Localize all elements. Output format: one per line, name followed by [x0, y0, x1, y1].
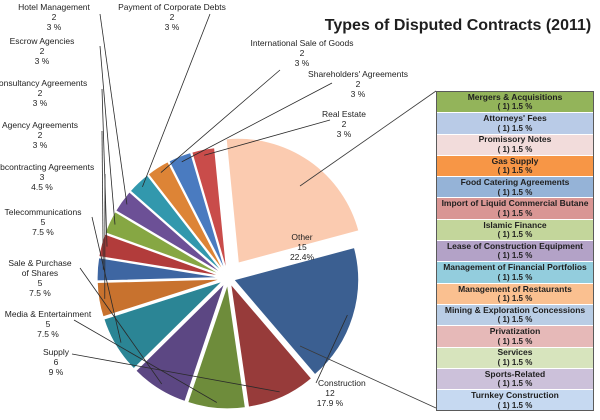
pie-slice-telecommunications	[103, 280, 224, 370]
pie-slice-hotel-management	[114, 190, 224, 275]
leader-line	[91, 216, 122, 343]
pie-slice-agency-agreements	[96, 256, 223, 282]
pie-slice-supply	[229, 281, 313, 408]
other-breakdown-name: Lease of Construction Equipment	[446, 241, 583, 251]
other-breakdown-item: Services( 1) 1.5 %	[437, 347, 593, 369]
slice-label: International Sale of Goods 2 3 %	[250, 38, 353, 68]
other-breakdown-value: ( 1) 1.5 %	[497, 357, 533, 367]
pie-slice-other	[225, 137, 360, 264]
other-breakdown-item: Lease of Construction Equipment( 1) 1.5 …	[437, 241, 593, 263]
slice-label: Escrow Agencies 2 3 %	[10, 36, 75, 66]
other-breakdown-name: Promissory Notes	[478, 134, 552, 145]
slice-label: Media & Entertainment 5 7.5 %	[5, 309, 92, 339]
leader-line	[99, 45, 116, 225]
other-breakdown-value: ( 1) 1.5 %	[497, 123, 533, 133]
other-breakdown-item: Islamic Finance( 1) 1.5 %	[437, 219, 593, 242]
other-breakdown-name: Services	[497, 347, 533, 358]
other-breakdown-item: Privatization( 1) 1.5 %	[437, 326, 593, 348]
breakout-connector-line	[299, 345, 437, 409]
other-breakdown-item: Promissory Notes( 1) 1.5 %	[437, 134, 593, 156]
other-breakdown-value: ( 1) 1.5 %	[497, 379, 533, 389]
other-breakdown-name: Management of Financial Portfolios	[443, 262, 587, 273]
pie-slice-real-estate	[190, 147, 228, 273]
other-breakdown-value: ( 1) 1.5 %	[497, 166, 533, 176]
leader-line	[204, 119, 331, 156]
slice-label: Subcontracting Agreements 3 4.5 %	[0, 162, 94, 192]
other-breakdown-name: Management of Restaurants	[458, 283, 572, 294]
slice-label: Construction 12 17.9 %	[317, 378, 366, 408]
other-breakdown-item: Management of Restaurants( 1) 1.5 %	[437, 283, 593, 305]
other-breakdown-item: Gas Supply( 1) 1.5 %	[437, 155, 593, 178]
other-breakdown-item: Management of Financial Portfolios( 1) 1…	[437, 262, 593, 284]
slice-label: Shareholders' Agreements 2 3 %	[308, 69, 408, 99]
slice-label: Real Estate 2 3 %	[322, 109, 366, 139]
slice-label: Telecommunications 5 7.5 %	[4, 207, 81, 237]
other-breakdown-item: Turnkey Construction( 1) 1.5 %	[437, 390, 593, 411]
other-breakdown-value: ( 1) 1.5 %	[497, 400, 533, 410]
leader-line	[99, 13, 128, 205]
other-breakdown-value: ( 1) 1.5 %	[497, 336, 533, 346]
other-breakdown-value: ( 1) 1.5 %	[497, 230, 533, 240]
pie-slice-subcontracting-agreements	[96, 278, 223, 318]
leader-line	[101, 130, 104, 270]
chart-title: Types of Disputed Contracts (2011)	[325, 17, 591, 34]
other-breakdown-value: ( 1) 1.5 %	[497, 144, 533, 154]
other-breakdown-value: ( 1) 1.5 %	[497, 102, 533, 112]
other-breakdown-name: Gas Supply	[491, 155, 539, 166]
leader-line	[79, 267, 163, 385]
slice-label: Sale & Purchase of Shares 5 7.5 %	[8, 258, 72, 298]
pie-slice-sale-purchase-of-shares	[134, 282, 226, 403]
other-breakdown-value: ( 1) 1.5 %	[497, 208, 533, 218]
other-breakdown-name: Sports-Related	[484, 368, 546, 379]
other-breakdown-item: Mining & Exploration Concessions( 1) 1.5…	[437, 304, 593, 327]
other-breakdown-name: Attorneys' Fees	[483, 113, 547, 124]
leader-line	[71, 353, 280, 393]
breakout-connector-line	[299, 90, 437, 187]
other-breakdown-item: Food Catering Agreements( 1) 1.5 %	[437, 177, 593, 199]
pie-slice-international-sale-of-goods	[147, 160, 226, 274]
other-breakdown-name: Import of Liquid Commercial Butane	[441, 198, 589, 209]
other-breakdown-item: Mergers & Acquisitions( 1) 1.5 %	[437, 92, 593, 114]
other-breakdown-item: Sports-Related( 1) 1.5 %	[437, 368, 593, 391]
leader-line	[101, 88, 108, 247]
leader-line	[181, 82, 333, 163]
other-breakdown-value: ( 1) 1.5 %	[497, 187, 533, 197]
other-breakdown-legend: Mergers & Acquisitions( 1) 1.5 % Attorney…	[436, 91, 594, 412]
other-breakdown-name: Mining & Exploration Concessions	[444, 304, 586, 315]
leader-line	[160, 69, 281, 173]
other-breakdown-name: Food Catering Agreements	[460, 177, 570, 188]
other-breakdown-item: Import of Liquid Commercial Butane( 1) 1…	[437, 198, 593, 220]
slice-label: Other 15 22.4%	[290, 232, 315, 262]
leader-line	[142, 13, 211, 188]
other-breakdown-name: Privatization	[489, 326, 541, 337]
slice-label: Supply 6 9 %	[43, 347, 70, 377]
slice-label: Consultancy Agreements 2 3 %	[0, 78, 87, 108]
other-breakdown-value: ( 1) 1.5 %	[497, 315, 533, 325]
slice-label: Agency Agreements 2 3 %	[2, 120, 78, 150]
leader-line	[315, 314, 348, 384]
slice-label: Hotel Management 2 3 %	[18, 2, 90, 32]
other-breakdown-name: Mergers & Acquisitions	[467, 92, 563, 102]
other-breakdown-name: Islamic Finance	[483, 219, 547, 230]
other-breakdown-value: ( 1) 1.5 %	[497, 251, 533, 261]
slice-label: Payment of Corporate Debts 2 3 %	[118, 2, 226, 32]
other-breakdown-value: ( 1) 1.5 %	[497, 294, 533, 304]
other-breakdown-name: Turnkey Construction	[471, 390, 559, 401]
other-breakdown-value: ( 1) 1.5 %	[497, 272, 533, 282]
other-breakdown-item: Attorneys' Fees( 1) 1.5 %	[437, 113, 593, 135]
